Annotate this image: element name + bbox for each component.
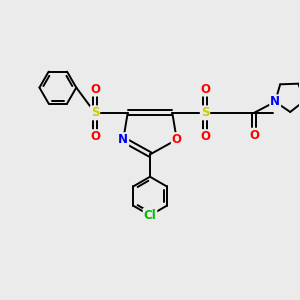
Text: O: O (200, 130, 210, 143)
Text: N: N (270, 95, 280, 108)
Text: O: O (90, 82, 100, 96)
Text: N: N (118, 133, 128, 146)
Text: Cl: Cl (144, 209, 156, 222)
Text: S: S (201, 106, 209, 119)
Text: O: O (172, 133, 182, 146)
Text: O: O (249, 129, 259, 142)
Text: S: S (91, 106, 99, 119)
Text: O: O (90, 130, 100, 143)
Text: O: O (200, 82, 210, 96)
